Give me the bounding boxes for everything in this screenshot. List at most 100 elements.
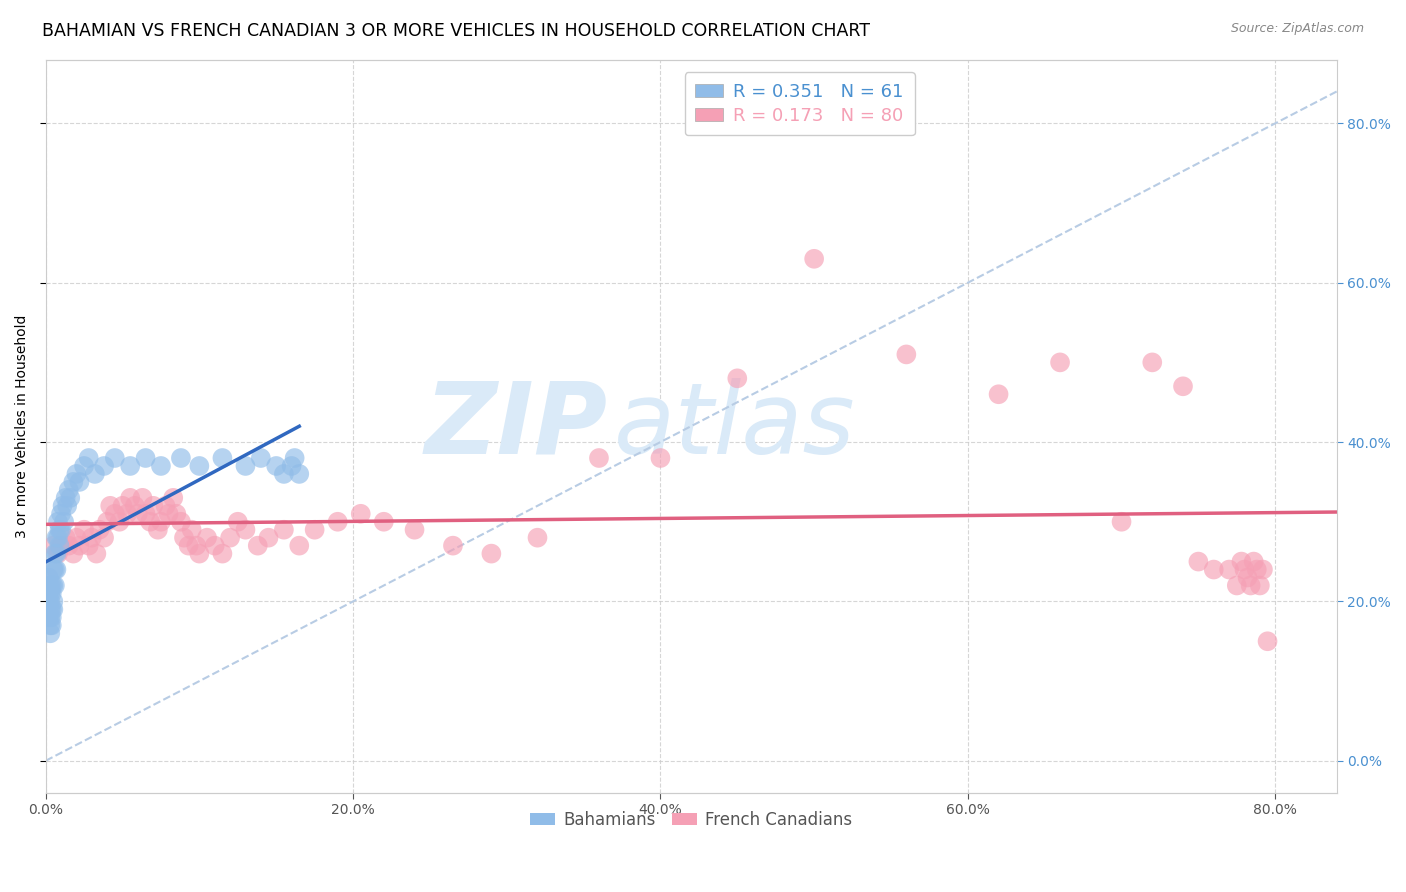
Point <box>650 450 672 465</box>
Point <box>896 347 918 361</box>
Point <box>526 531 548 545</box>
Point <box>1236 570 1258 584</box>
Point <box>48 539 70 553</box>
Point <box>48 523 70 537</box>
Point <box>93 531 115 545</box>
Point <box>149 515 172 529</box>
Point <box>37 586 59 600</box>
Point <box>38 594 60 608</box>
Point <box>155 499 177 513</box>
Point <box>37 602 59 616</box>
Point <box>204 539 226 553</box>
Point <box>1202 563 1225 577</box>
Point <box>69 475 91 489</box>
Point <box>404 523 426 537</box>
Point <box>177 539 200 553</box>
Point <box>41 602 63 616</box>
Text: ZIP: ZIP <box>425 377 607 475</box>
Point <box>62 475 84 489</box>
Point <box>479 547 502 561</box>
Point <box>803 252 825 266</box>
Point <box>1187 555 1209 569</box>
Point <box>44 547 66 561</box>
Point <box>56 499 79 513</box>
Point <box>139 515 162 529</box>
Point <box>58 483 80 497</box>
Point <box>1243 555 1265 569</box>
Point <box>38 570 60 584</box>
Point <box>77 450 100 465</box>
Point <box>235 523 257 537</box>
Point <box>96 515 118 529</box>
Point <box>49 523 72 537</box>
Point <box>58 539 80 553</box>
Point <box>39 594 62 608</box>
Point <box>165 507 187 521</box>
Point <box>93 458 115 473</box>
Point <box>115 507 138 521</box>
Point <box>104 450 127 465</box>
Point <box>52 499 75 513</box>
Point <box>104 507 127 521</box>
Point <box>55 531 77 545</box>
Point <box>273 523 295 537</box>
Point <box>39 610 62 624</box>
Point <box>42 594 65 608</box>
Point <box>39 626 62 640</box>
Point <box>173 531 195 545</box>
Point <box>120 458 142 473</box>
Point <box>146 523 169 537</box>
Point <box>42 563 65 577</box>
Y-axis label: 3 or more Vehicles in Household: 3 or more Vehicles in Household <box>15 315 30 538</box>
Point <box>62 547 84 561</box>
Point <box>257 531 280 545</box>
Point <box>1218 563 1240 577</box>
Text: BAHAMIAN VS FRENCH CANADIAN 3 OR MORE VEHICLES IN HOUSEHOLD CORRELATION CHART: BAHAMIAN VS FRENCH CANADIAN 3 OR MORE VE… <box>42 22 870 40</box>
Point <box>304 523 326 537</box>
Point <box>149 458 172 473</box>
Point <box>1240 578 1263 592</box>
Point <box>280 458 302 473</box>
Point <box>111 499 134 513</box>
Point <box>41 578 63 592</box>
Point <box>59 491 82 505</box>
Point <box>1230 555 1253 569</box>
Point <box>127 507 149 521</box>
Point <box>131 491 153 505</box>
Point <box>373 515 395 529</box>
Point <box>170 450 193 465</box>
Point <box>46 531 69 545</box>
Text: atlas: atlas <box>614 377 855 475</box>
Point <box>73 458 96 473</box>
Point <box>73 523 96 537</box>
Point <box>46 515 69 529</box>
Point <box>124 499 146 513</box>
Point <box>188 458 211 473</box>
Legend: Bahamians, French Canadians: Bahamians, French Canadians <box>523 805 859 836</box>
Point <box>1049 355 1071 369</box>
Point <box>1246 563 1268 577</box>
Point <box>350 507 373 521</box>
Point <box>135 507 157 521</box>
Point <box>180 523 202 537</box>
Point <box>120 491 142 505</box>
Point <box>38 578 60 592</box>
Point <box>273 467 295 481</box>
Point <box>211 450 233 465</box>
Point <box>39 578 62 592</box>
Point <box>588 450 610 465</box>
Point <box>1142 355 1164 369</box>
Point <box>108 515 131 529</box>
Point <box>1111 515 1133 529</box>
Point <box>39 586 62 600</box>
Point <box>284 450 307 465</box>
Point <box>49 539 72 553</box>
Point <box>725 371 748 385</box>
Point <box>41 610 63 624</box>
Point <box>186 539 208 553</box>
Point <box>1226 578 1249 592</box>
Point <box>46 547 69 561</box>
Point <box>157 507 180 521</box>
Point <box>188 547 211 561</box>
Point <box>288 467 311 481</box>
